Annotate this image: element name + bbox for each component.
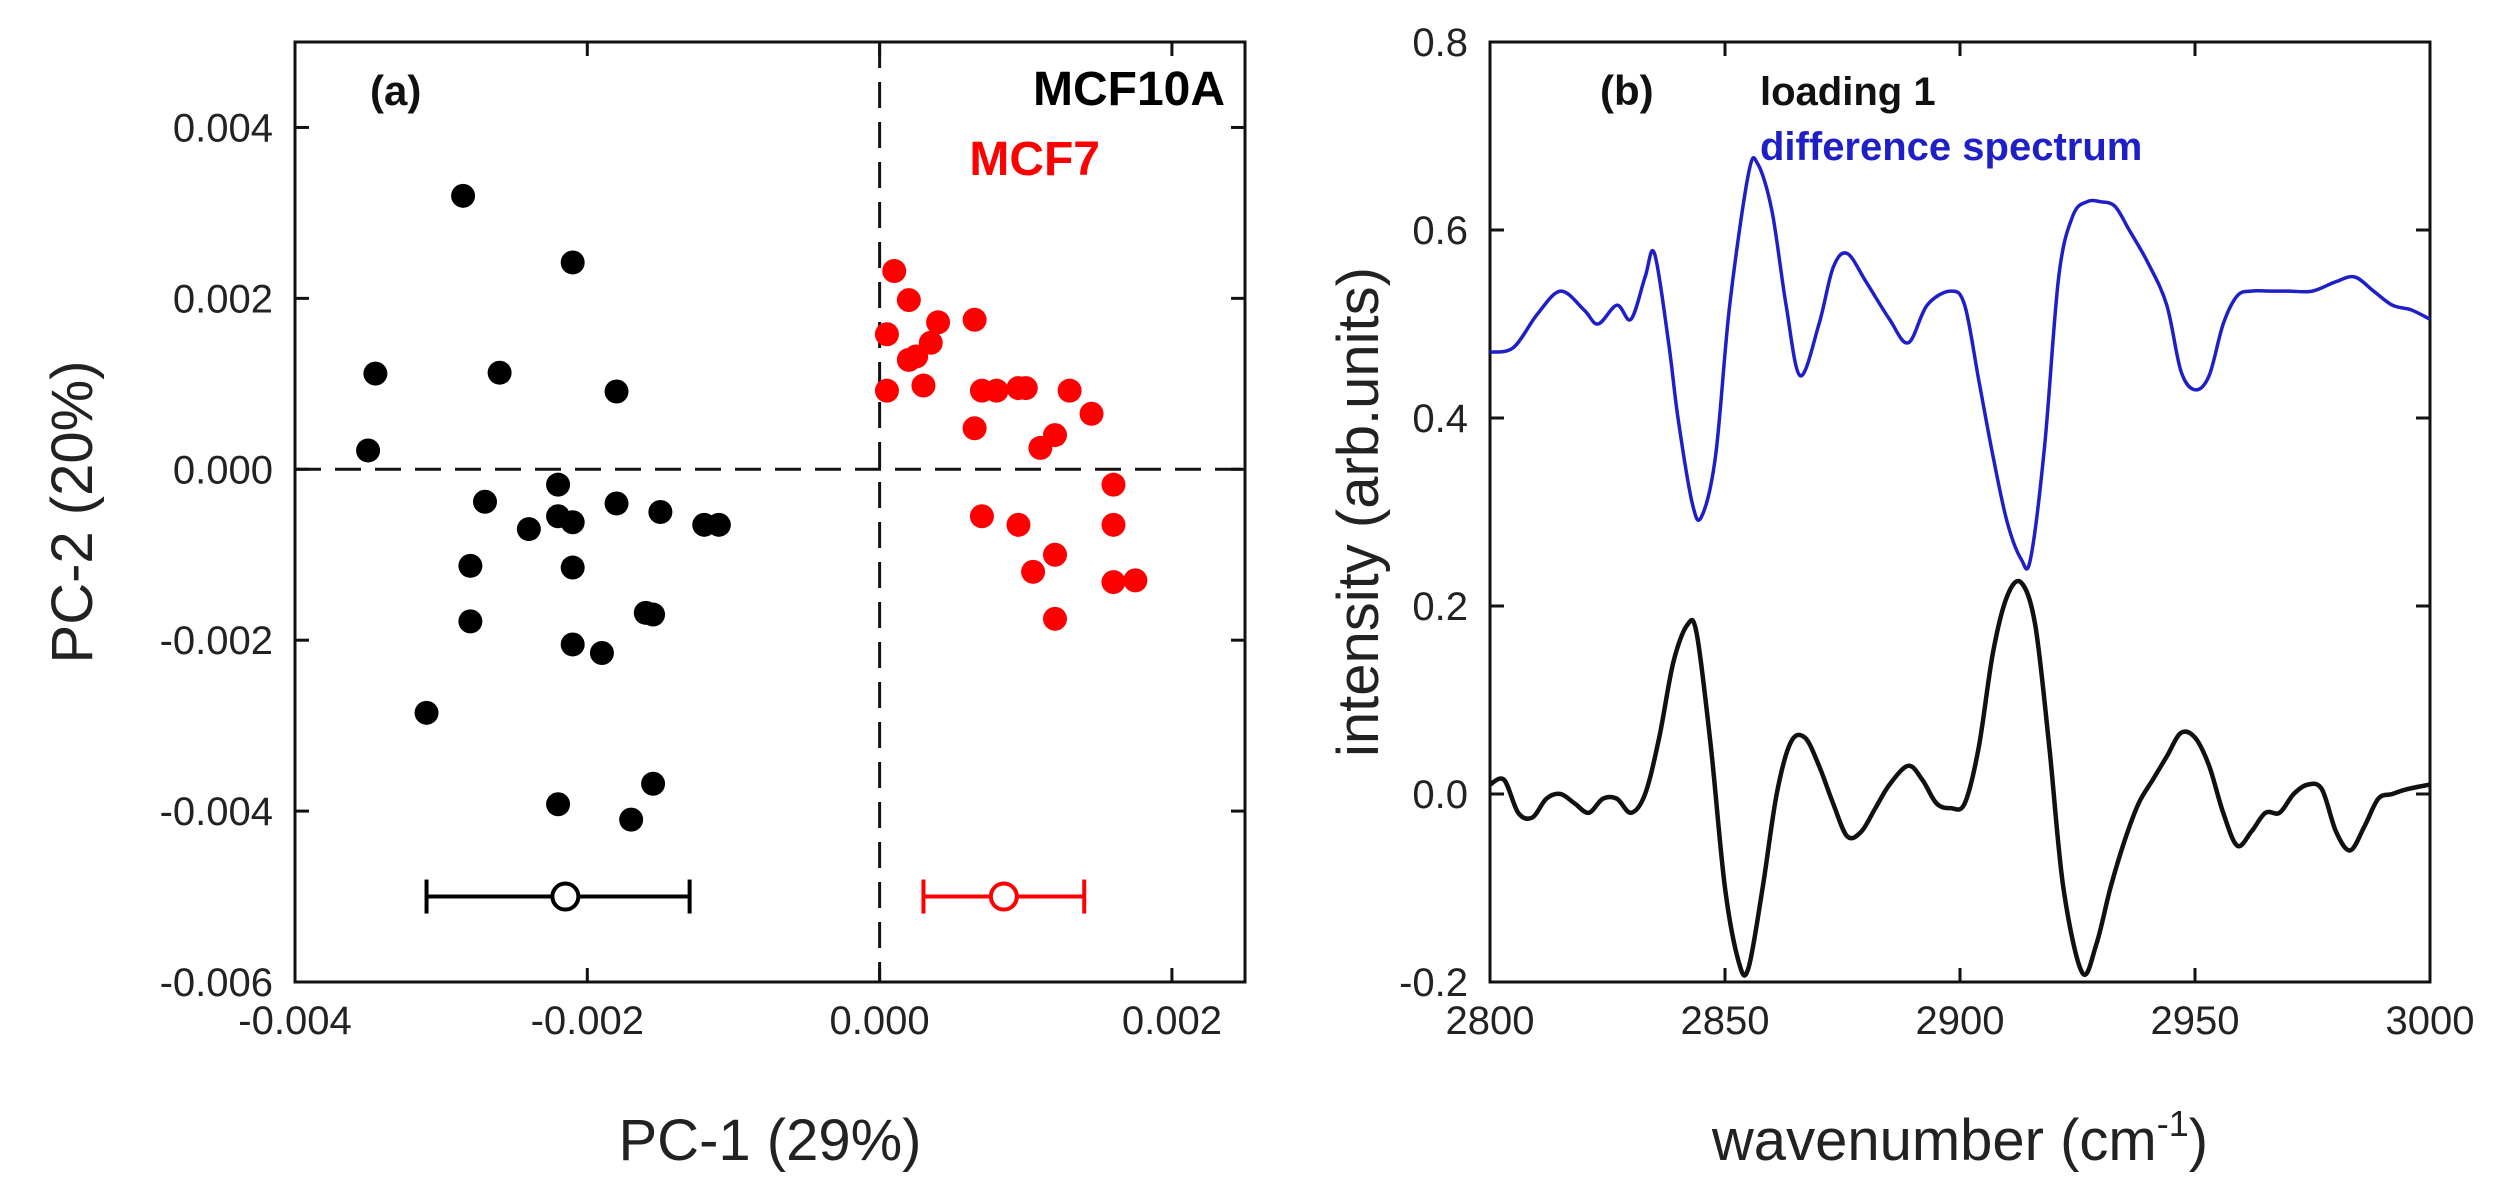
point-mcf7	[1057, 378, 1082, 403]
point-mcf10a	[641, 771, 666, 796]
point-mcf10a	[458, 609, 483, 634]
point-mcf7	[1043, 606, 1067, 631]
panel-b-frame	[1488, 40, 2432, 984]
point-mcf7	[1101, 570, 1126, 595]
point-mcf10a	[546, 472, 571, 497]
point-mcf7	[969, 378, 994, 403]
panel-b-xlabel: wavenumber (cm-1)	[1711, 1103, 2208, 1173]
panel-b-lines	[1488, 155, 2431, 978]
panel-a-label: (a)	[370, 67, 421, 114]
panel-b-ticks: 2800 2850 2900 2950 3000 -0.2 0.0 0.2 0.4 0.6 0.8	[1399, 21, 2474, 1043]
legend-mcf7: MCF7	[969, 133, 1100, 186]
panel-b-xlabel-main: wavenumber (cm	[1711, 1108, 2157, 1173]
point-mcf7	[1006, 512, 1031, 537]
point-mcf10a	[604, 379, 629, 404]
point-mcf10a	[560, 555, 585, 580]
point-mcf10a	[546, 792, 571, 817]
point-mcf10a	[414, 700, 439, 725]
point-mcf7	[1043, 542, 1067, 567]
y-tick-label: 0.2	[1412, 585, 1468, 629]
panel-a-reference-lines	[295, 42, 1245, 982]
x-tick-label: 2900	[1916, 999, 2005, 1043]
x-tick-label: -0.002	[531, 999, 644, 1043]
panel-a-points	[356, 183, 1148, 832]
point-mcf7	[926, 310, 951, 335]
point-mcf10a	[458, 553, 483, 578]
point-mcf7	[911, 373, 936, 398]
mean-point-mcf7	[988, 881, 1019, 912]
series-line-loading-1	[1488, 578, 2431, 978]
point-mcf10a	[706, 512, 731, 537]
point-mcf10a	[363, 361, 388, 386]
legend-loading-1: loading 1	[1760, 70, 1936, 114]
y-tick-label: -0.002	[160, 619, 273, 663]
y-tick-label: 0.4	[1412, 397, 1468, 441]
panel-b-spectra: 2800 2850 2900 2950 3000-0.20.00.20.40.60.8 …	[1326, 21, 2474, 1173]
point-mcf10a	[560, 632, 585, 657]
point-mcf10a	[648, 500, 673, 524]
x-tick-label: 0.000	[830, 999, 930, 1043]
x-tick-label: 2850	[1681, 999, 1770, 1043]
panel-a-xlabel: PC-1 (29%)	[619, 1108, 922, 1173]
point-mcf10a	[356, 438, 381, 463]
point-mcf10a	[487, 360, 512, 385]
point-mcf10a	[451, 183, 476, 208]
point-mcf7	[882, 259, 907, 284]
point-mcf10a	[560, 250, 585, 275]
x-tick-label: 2800	[1446, 999, 1535, 1043]
point-mcf7	[1123, 568, 1148, 593]
mean-point-mcf10a	[550, 881, 581, 912]
y-tick-label: -0.2	[1399, 961, 1468, 1005]
y-tick-label: 0.8	[1412, 21, 1468, 65]
x-tick-label: 2950	[2151, 999, 2240, 1043]
y-tick-label: -0.006	[160, 961, 273, 1005]
y-tick-label: 0.0	[1412, 773, 1468, 817]
x-tick-label: 3000	[2386, 999, 2475, 1043]
point-mcf10a	[641, 602, 666, 627]
y-tick-label: 0.000	[173, 448, 273, 492]
legend-difference-spectrum: difference spectrum	[1760, 125, 2142, 169]
y-tick-label: 0.002	[173, 277, 273, 321]
series-line-difference-spectrum	[1489, 155, 2431, 571]
point-mcf7	[1101, 512, 1126, 537]
panel-b-xlabel-sup: -1	[2157, 1103, 2189, 1144]
point-mcf7	[918, 330, 943, 355]
legend-mcf10a: MCF10A	[1033, 63, 1225, 116]
panel-b-xlabel-close: )	[2189, 1108, 2208, 1173]
point-mcf7	[1028, 435, 1053, 460]
point-mcf10a	[604, 491, 629, 516]
panel-a-ylabel: PC-2 (20%)	[40, 361, 105, 664]
point-mcf7	[896, 288, 921, 313]
point-mcf10a	[619, 807, 644, 832]
x-tick-label: -0.004	[238, 999, 351, 1043]
point-mcf10a	[589, 641, 614, 665]
panel-a-means	[424, 879, 1087, 914]
point-mcf7	[1101, 472, 1126, 497]
panel-a-ticks: -0.004 -0.002 0.000 0.002-0.006-0.004-0.002…	[160, 42, 1245, 1043]
point-mcf10a	[473, 489, 497, 514]
panel-a-scatter: -0.004 -0.002 0.000 0.002-0.006-0.004-0.002…	[40, 40, 1247, 1173]
point-mcf7	[962, 416, 987, 441]
point-mcf7	[874, 322, 899, 347]
point-mcf7	[1079, 401, 1104, 426]
panel-a-frame	[293, 40, 1247, 984]
point-mcf7	[1006, 376, 1031, 401]
y-tick-label: -0.004	[160, 790, 273, 834]
panel-b-label: (b)	[1600, 67, 1654, 114]
point-mcf7	[896, 347, 921, 372]
point-mcf10a	[560, 510, 585, 535]
y-tick-label: 0.6	[1412, 209, 1468, 253]
x-tick-label: 0.002	[1122, 999, 1222, 1043]
point-mcf7	[874, 378, 899, 403]
point-mcf7	[969, 504, 994, 529]
panel-b-ylabel: intensity (arb.units)	[1326, 267, 1391, 757]
point-mcf7	[962, 307, 987, 332]
point-mcf7	[1021, 559, 1046, 584]
point-mcf10a	[516, 517, 541, 542]
y-tick-label: 0.004	[173, 106, 273, 150]
